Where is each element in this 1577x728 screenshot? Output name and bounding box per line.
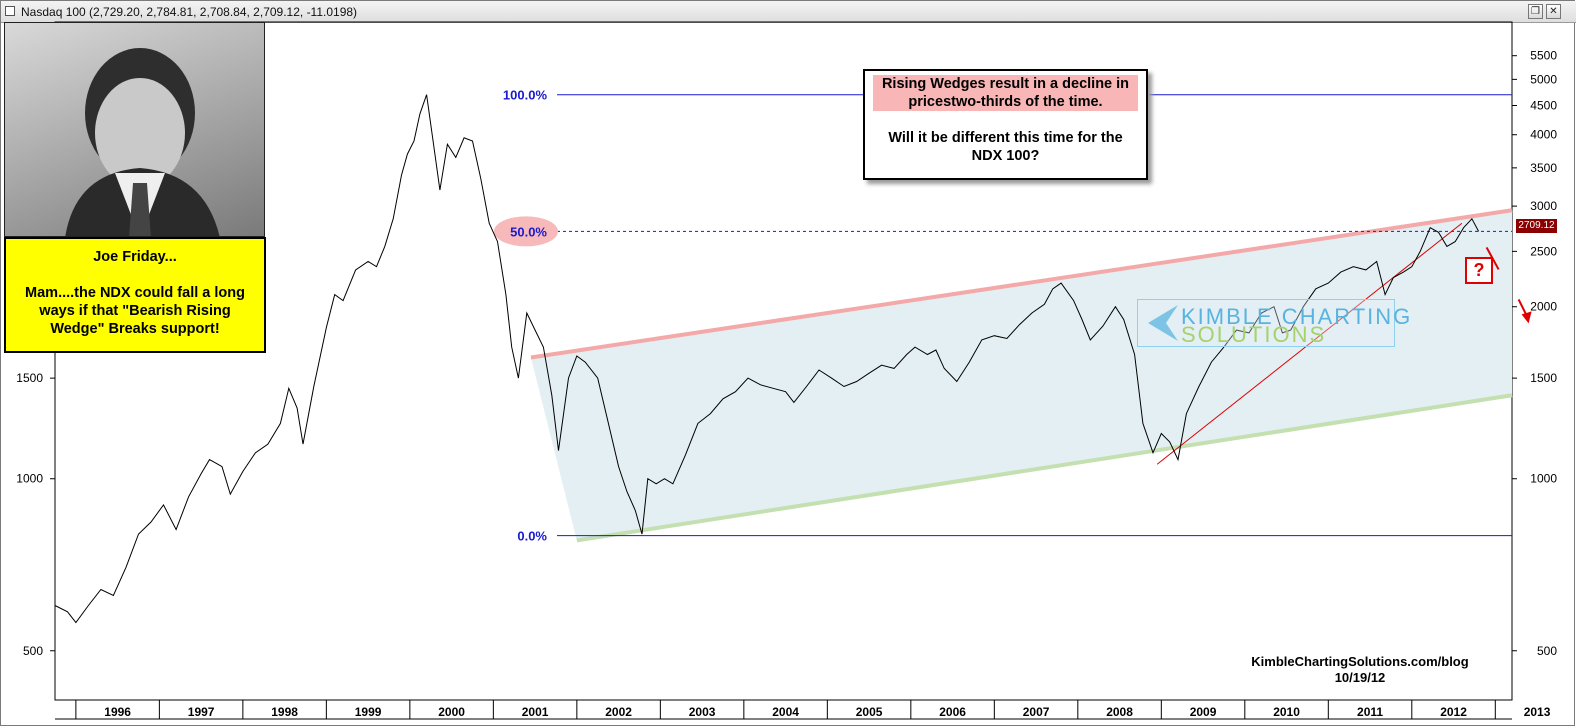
x-tick-label-11: 2007 [1023,705,1050,719]
callout-highlight: Rising Wedges result in a decline in pri… [873,75,1138,111]
y-tick-label-left-0: 500 [23,644,43,658]
quote-heading: Joe Friday... [93,249,177,265]
wedge-top-line [530,208,1513,360]
logo-arrow-icon [1148,305,1178,341]
y-tick-label-right-0: 500 [1537,644,1557,658]
x-tick-label-16: 2012 [1440,705,1467,719]
price-line [54,94,1480,624]
x-tick-label-14: 2010 [1273,705,1300,719]
callout-box: Rising Wedges result in a decline in pri… [863,69,1148,180]
callout-question: Will it be different this time for the N… [888,130,1123,164]
restore-icon[interactable]: ❐ [1528,4,1543,19]
x-tick-label-13: 2009 [1190,705,1217,719]
x-tick-label-9: 2005 [856,705,883,719]
close-icon[interactable]: ✕ [1546,4,1561,19]
y-tick-label-right-10: 5500 [1530,49,1557,63]
x-tick-label-6: 2002 [605,705,632,719]
last-price-tag: 2709.12 [1516,219,1557,233]
quote-box: Joe Friday... Mam....the NDX could fall … [4,237,266,353]
fib-label-0: 100.0% [503,88,548,103]
system-menu-icon[interactable] [5,6,15,16]
x-tick-label-10: 2006 [939,705,966,719]
y-tick-label-left-1: 1000 [16,472,43,486]
y-tick-label-right-6: 3500 [1530,161,1557,175]
x-tick-label-12: 2008 [1106,705,1133,719]
portrait-photo-art [65,48,220,236]
credit-text: KimbleChartingSolutions.com/blog 10/19/1… [1246,654,1474,686]
x-tick-label-1: 1997 [188,705,215,719]
x-tick-label-4: 2000 [438,705,465,719]
y-tick-label-right-1: 1000 [1530,472,1557,486]
x-tick-label-5: 2001 [522,705,549,719]
y-tick-label-right-7: 4000 [1530,128,1557,142]
portrait-photo [4,22,265,237]
fib-label-2: 0.0% [517,529,547,544]
y-tick-label-right-8: 4500 [1530,98,1557,112]
question-box: ? [1465,257,1493,284]
x-tick-label-8: 2004 [772,705,799,719]
x-tick-label-2: 1998 [271,705,298,719]
watermark-logo: KIMBLE CHARTING SOLUTIONS [1137,299,1410,347]
x-tick-label-7: 2003 [689,705,716,719]
fib-50-badge [494,216,558,247]
y-tick-label-left-2: 1500 [16,371,43,385]
fib-label-1: 50.0% [510,224,547,239]
x-tick-label-17: 2013 [1524,705,1551,719]
support-line [1156,222,1463,465]
y-tick-label-right-4: 2500 [1530,244,1557,258]
y-tick-label-right-2: 1500 [1530,371,1557,385]
wedge-bottom-line [576,393,1513,543]
quote-text: Mam....the NDX could fall a long ways if… [25,285,245,337]
y-tick-label-right-5: 3000 [1530,199,1557,213]
credit-site: KimbleChartingSolutions.com/blog [1251,654,1469,669]
x-tick-label-15: 2011 [1357,705,1383,719]
chart-title: Nasdaq 100 (2,729.20, 2,784.81, 2,708.84… [21,5,358,19]
credit-date: 10/19/12 [1334,670,1386,685]
y-tick-label-right-3: 2000 [1530,300,1557,314]
watermark-line-1: KIMBLE CHARTING [1181,304,1413,329]
y-tick-label-right-9: 5000 [1530,72,1557,86]
wedge-fill [530,210,1512,541]
x-tick-label-3: 1999 [355,705,382,719]
watermark-line-2: SOLUTIONS [1181,322,1327,347]
x-tick-label-0: 1996 [104,705,131,719]
arrow-head [1521,311,1532,324]
